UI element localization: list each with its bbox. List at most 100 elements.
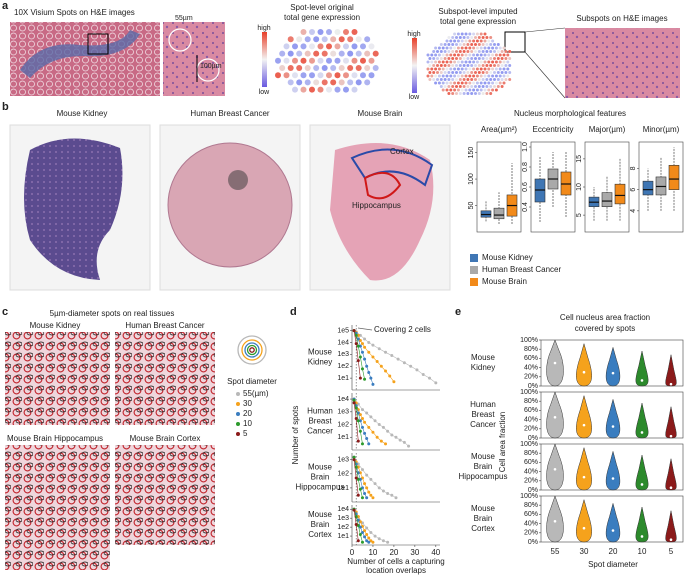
row-label: Mouse bbox=[471, 353, 496, 362]
point bbox=[409, 364, 413, 368]
violin bbox=[546, 443, 564, 491]
subspot bbox=[500, 71, 504, 74]
point bbox=[373, 534, 377, 538]
breast-tissue bbox=[167, 142, 293, 268]
subspot bbox=[485, 64, 489, 67]
subspot bbox=[455, 43, 458, 46]
point bbox=[375, 435, 379, 439]
point bbox=[381, 425, 385, 429]
subspot bbox=[445, 81, 449, 85]
y-tick-label: 20% bbox=[524, 530, 538, 537]
expression-spot bbox=[347, 65, 354, 71]
subspot bbox=[455, 71, 458, 74]
subspot bbox=[460, 74, 464, 78]
y-tick-label: 0% bbox=[528, 539, 538, 546]
y-tick-label: 1e3 bbox=[337, 351, 349, 358]
box bbox=[642, 180, 654, 196]
subspot bbox=[464, 53, 468, 57]
row-label: Mouse bbox=[308, 463, 333, 472]
colorbar-label: high bbox=[407, 31, 420, 38]
subspot bbox=[479, 46, 483, 50]
y-tick-label: 6 bbox=[630, 188, 637, 192]
hippocampus-outline bbox=[363, 171, 402, 200]
expression-spot bbox=[347, 50, 354, 57]
subspot bbox=[462, 43, 466, 46]
subspot bbox=[491, 53, 495, 57]
expression-spot bbox=[355, 50, 362, 57]
expression-spot bbox=[330, 36, 337, 43]
panel-letter: b bbox=[2, 101, 9, 113]
chart-title: Cell nucleus area fraction bbox=[560, 313, 650, 322]
expression-spot bbox=[338, 50, 345, 57]
subspot bbox=[445, 74, 449, 78]
subspot bbox=[462, 50, 466, 53]
subspot bbox=[493, 78, 496, 81]
point bbox=[402, 440, 406, 444]
y-tick-label: 1e4 bbox=[337, 506, 349, 513]
point bbox=[402, 361, 406, 365]
axis-title: Spot diameter bbox=[588, 560, 638, 569]
x-tick-label: 10 bbox=[638, 547, 647, 556]
median-dot bbox=[553, 520, 557, 523]
point bbox=[358, 525, 362, 529]
subspot bbox=[451, 64, 455, 67]
point bbox=[371, 430, 375, 434]
legend-dot bbox=[236, 402, 240, 406]
point bbox=[367, 350, 371, 354]
subspot bbox=[456, 46, 460, 50]
point bbox=[369, 477, 373, 481]
subspot bbox=[487, 74, 491, 78]
subspot bbox=[472, 32, 476, 36]
point bbox=[356, 337, 360, 341]
box bbox=[668, 164, 680, 190]
violin bbox=[546, 391, 564, 439]
point bbox=[390, 354, 394, 358]
subspot bbox=[479, 74, 483, 78]
y-tick-label: 1e4 bbox=[337, 339, 349, 346]
subspot bbox=[449, 53, 453, 57]
point bbox=[363, 529, 367, 533]
region-label: Hippocampus bbox=[352, 201, 401, 210]
point bbox=[363, 492, 367, 496]
subspot bbox=[506, 74, 510, 78]
y-tick-label: 20% bbox=[524, 374, 538, 381]
expression-spot bbox=[368, 57, 375, 64]
point bbox=[358, 520, 362, 524]
subspot bbox=[483, 74, 487, 78]
point bbox=[367, 370, 371, 374]
subspot bbox=[462, 57, 466, 60]
expression-spot bbox=[275, 72, 281, 79]
violin bbox=[665, 354, 677, 387]
x-tick-label: 20 bbox=[609, 547, 618, 556]
subspot bbox=[498, 74, 502, 78]
subspot bbox=[434, 74, 438, 78]
subspot bbox=[436, 57, 439, 60]
point bbox=[386, 540, 390, 544]
subspot bbox=[498, 67, 502, 71]
colorbar bbox=[262, 32, 267, 87]
subspot bbox=[472, 60, 476, 64]
subspot bbox=[493, 43, 496, 46]
subspot bbox=[502, 81, 506, 85]
subspot bbox=[464, 46, 468, 50]
median-dot bbox=[669, 538, 673, 541]
point bbox=[354, 522, 358, 526]
expression-spot bbox=[355, 79, 362, 86]
expression-spot bbox=[355, 36, 362, 43]
subspot bbox=[455, 50, 458, 53]
subspot bbox=[453, 88, 457, 92]
subspot bbox=[496, 50, 500, 53]
subspot bbox=[500, 64, 504, 67]
subspot bbox=[460, 39, 464, 43]
point bbox=[356, 493, 360, 497]
median-dot bbox=[582, 423, 586, 427]
subspot bbox=[464, 67, 468, 71]
expression-spot bbox=[313, 50, 320, 57]
median-dot bbox=[611, 529, 615, 532]
point bbox=[360, 531, 364, 535]
point bbox=[379, 364, 383, 368]
expression-spot bbox=[326, 72, 332, 79]
subspot bbox=[502, 67, 506, 71]
expression-spot bbox=[372, 65, 379, 71]
y-tick-label: 40% bbox=[524, 416, 538, 423]
